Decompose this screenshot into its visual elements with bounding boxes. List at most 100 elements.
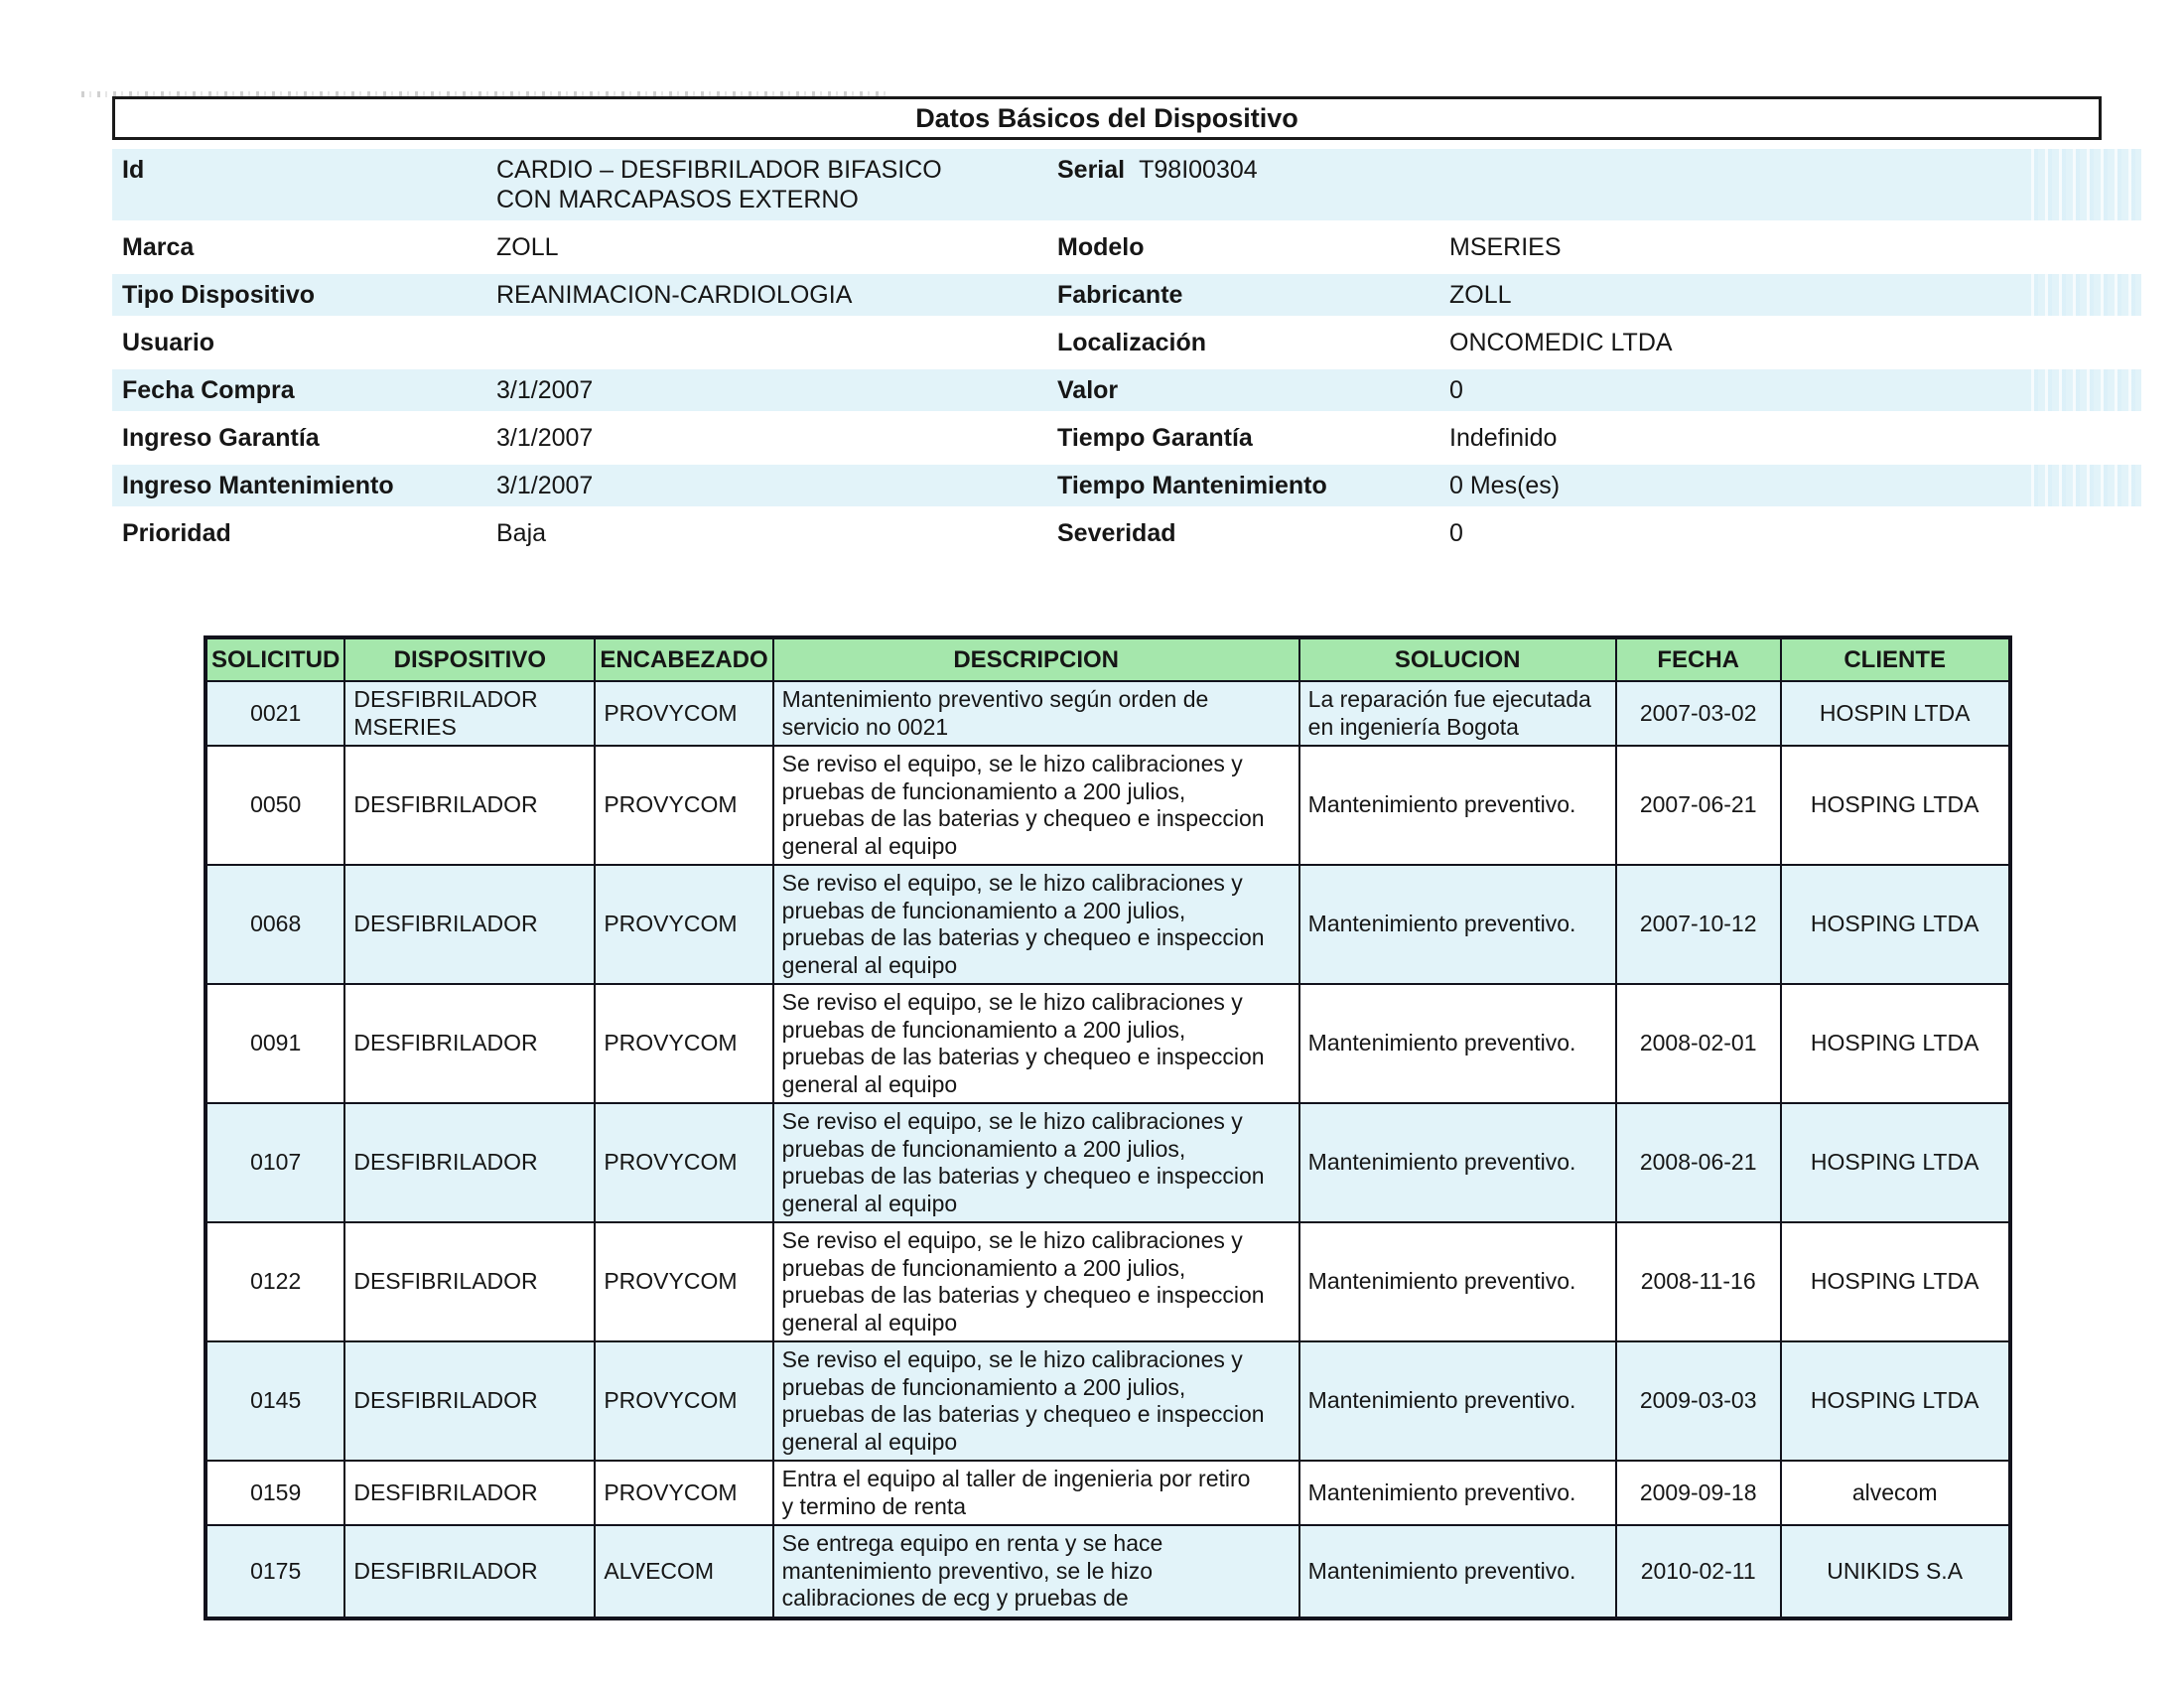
table-row: 0107 DESFIBRILADOR PROVYCOM Se reviso el…: [204, 1102, 2011, 1223]
cell-descripcion: Se reviso el equipo, se le hizo calibrac…: [771, 1102, 1300, 1223]
cell-cliente: HOSPING LTDA: [1779, 1340, 2011, 1462]
cell-descripcion: Mantenimiento preventivo según orden de …: [771, 680, 1300, 747]
cell-solicitud: 0050: [204, 745, 346, 866]
cell-descripcion: Se reviso el equipo, se le hizo calibrac…: [771, 983, 1300, 1104]
field-value-right: ZOLL: [1449, 281, 1512, 309]
device-field-row: Prioridad Baja Severidad 0: [112, 512, 2141, 554]
cell-fecha: 2007-10-12: [1614, 864, 1782, 985]
field-value-right: 0: [1449, 376, 1463, 404]
cell-solucion: La reparación fue ejecutada en ingenierí…: [1297, 680, 1617, 747]
table-row: 0068 DESFIBRILADOR PROVYCOM Se reviso el…: [204, 864, 2011, 985]
field-value-left: 3/1/2007: [496, 376, 594, 404]
cell-dispositivo: DESFIBRILADOR: [343, 983, 597, 1104]
field-value-left: REANIMACION-CARDIOLOGIA: [496, 281, 853, 309]
cell-dispositivo: DESFIBRILADOR: [343, 745, 597, 866]
cell-descripcion: Se reviso el equipo, se le hizo calibrac…: [771, 1221, 1300, 1342]
cell-cliente: HOSPIN LTDA: [1779, 680, 2011, 747]
cell-solicitud: 0175: [204, 1524, 346, 1619]
cell-solicitud: 0091: [204, 983, 346, 1104]
cell-fecha: 2007-06-21: [1614, 745, 1782, 866]
cell-solucion: Mantenimiento preventivo.: [1297, 1340, 1617, 1462]
cell-encabezado: PROVYCOM: [594, 1102, 774, 1223]
table-row: 0050 DESFIBRILADOR PROVYCOM Se reviso el…: [204, 745, 2011, 866]
cell-solicitud: 0068: [204, 864, 346, 985]
cell-dispositivo: DESFIBRILADOR: [343, 864, 597, 985]
cell-cliente: UNIKIDS S.A: [1779, 1524, 2011, 1619]
cell-cliente: HOSPING LTDA: [1779, 864, 2011, 985]
field-label-left: Marca: [122, 233, 195, 261]
table-row: 0175 DESFIBRILADOR ALVECOM Se entrega eq…: [204, 1524, 2011, 1619]
field-value-left: CARDIO – DESFIBRILADOR BIFASICO CON MARC…: [496, 156, 942, 213]
cell-dispositivo: DESFIBRILADOR: [343, 1524, 597, 1619]
cell-fecha: 2010-02-11: [1614, 1524, 1782, 1619]
cell-solucion: Mantenimiento preventivo.: [1297, 864, 1617, 985]
field-label-left: Id: [122, 156, 145, 184]
scan-noise-artifact: [81, 91, 887, 97]
field-value-right: Indefinido: [1449, 424, 1558, 452]
maintenance-history-table: SOLICITUD DISPOSITIVO ENCABEZADO DESCRIPCIO…: [204, 635, 2012, 1620]
cell-fecha: 2007-03-02: [1614, 680, 1782, 747]
cell-solicitud: 0107: [204, 1102, 346, 1223]
cell-encabezado: PROVYCOM: [594, 1340, 774, 1462]
cell-dispositivo: DESFIBRILADOR: [343, 1340, 597, 1462]
table-header-row: SOLICITUD DISPOSITIVO ENCABEZADO DESCRIPCIO…: [204, 636, 2011, 682]
cell-cliente: HOSPING LTDA: [1779, 1102, 2011, 1223]
device-basic-data-section: Id CARDIO – DESFIBRILADOR BIFASICO CON M…: [112, 149, 2141, 560]
cell-solucion: Mantenimiento preventivo.: [1297, 983, 1617, 1104]
field-label-left: Prioridad: [122, 519, 231, 547]
device-field-row: Id CARDIO – DESFIBRILADOR BIFASICO CON M…: [112, 149, 2141, 220]
field-label-left: Usuario: [122, 329, 215, 356]
cell-descripcion: Se reviso el equipo, se le hizo calibrac…: [771, 745, 1300, 866]
field-label-right: Localización: [1057, 329, 1207, 356]
cell-solicitud: 0145: [204, 1340, 346, 1462]
field-label-right: Fabricante: [1057, 281, 1183, 309]
table-row: 0122 DESFIBRILADOR PROVYCOM Se reviso el…: [204, 1221, 2011, 1342]
field-label-right: Severidad: [1057, 519, 1176, 547]
field-value-right: 0 Mes(es): [1449, 472, 1561, 499]
table-row: 0091 DESFIBRILADOR PROVYCOM Se reviso el…: [204, 983, 2011, 1104]
table-row: 0159 DESFIBRILADOR PROVYCOM Entra el equ…: [204, 1460, 2011, 1526]
field-label-right: Tiempo Mantenimiento: [1057, 472, 1327, 499]
page-title: Datos Básicos del Dispositivo: [915, 102, 1298, 133]
cell-dispositivo: DESFIBRILADOR: [343, 1102, 597, 1223]
cell-solicitud: 0159: [204, 1460, 346, 1526]
table-header-cell: CLIENTE: [1779, 636, 2011, 682]
cell-fecha: 2008-11-16: [1614, 1221, 1782, 1342]
cell-encabezado: PROVYCOM: [594, 1221, 774, 1342]
cell-encabezado: PROVYCOM: [594, 680, 774, 747]
table-row: 0021 DESFIBRILADOR MSERIES PROVYCOM Mant…: [204, 680, 2011, 747]
cell-solucion: Mantenimiento preventivo.: [1297, 1460, 1617, 1526]
table-row: 0145 DESFIBRILADOR PROVYCOM Se reviso el…: [204, 1340, 2011, 1462]
field-label-right: Serial: [1057, 156, 1126, 184]
device-field-row: Ingreso Mantenimiento 3/1/2007 Tiempo Ma…: [112, 465, 2141, 506]
cell-solucion: Mantenimiento preventivo.: [1297, 1221, 1617, 1342]
cell-descripcion: Entra el equipo al taller de ingenieria …: [771, 1460, 1300, 1526]
table-header-cell: FECHA: [1614, 636, 1782, 682]
field-value-right: ONCOMEDIC LTDA: [1449, 329, 1673, 356]
field-label-left: Ingreso Mantenimiento: [122, 472, 394, 499]
table-header-cell: ENCABEZADO: [594, 636, 774, 682]
cell-solucion: Mantenimiento preventivo.: [1297, 1102, 1617, 1223]
section-title-box: Datos Básicos del Dispositivo: [112, 96, 2102, 140]
field-value-right: 0: [1449, 519, 1463, 547]
cell-dispositivo: DESFIBRILADOR: [343, 1221, 597, 1342]
cell-fecha: 2009-03-03: [1614, 1340, 1782, 1462]
cell-dispositivo: DESFIBRILADOR: [343, 1460, 597, 1526]
table-header-cell: SOLUCION: [1297, 636, 1617, 682]
field-label-right: Modelo: [1057, 233, 1145, 261]
device-field-row: Marca ZOLL Modelo MSERIES: [112, 226, 2141, 268]
cell-cliente: HOSPING LTDA: [1779, 1221, 2011, 1342]
device-field-row: Usuario Localización ONCOMEDIC LTDA: [112, 322, 2141, 363]
cell-cliente: HOSPING LTDA: [1779, 983, 2011, 1104]
table-header-cell: DISPOSITIVO: [343, 636, 597, 682]
field-label-left: Tipo Dispositivo: [122, 281, 315, 309]
device-field-row: Tipo Dispositivo REANIMACION-CARDIOLOGIA…: [112, 274, 2141, 316]
table-header-cell: DESCRIPCION: [771, 636, 1300, 682]
device-field-row: Fecha Compra 3/1/2007 Valor 0: [112, 369, 2141, 411]
cell-dispositivo: DESFIBRILADOR MSERIES: [343, 680, 597, 747]
cell-descripcion: Se reviso el equipo, se le hizo calibrac…: [771, 1340, 1300, 1462]
field-value-right: MSERIES: [1449, 233, 1562, 261]
field-value-left: 3/1/2007: [496, 424, 594, 452]
cell-encabezado: PROVYCOM: [594, 1460, 774, 1526]
